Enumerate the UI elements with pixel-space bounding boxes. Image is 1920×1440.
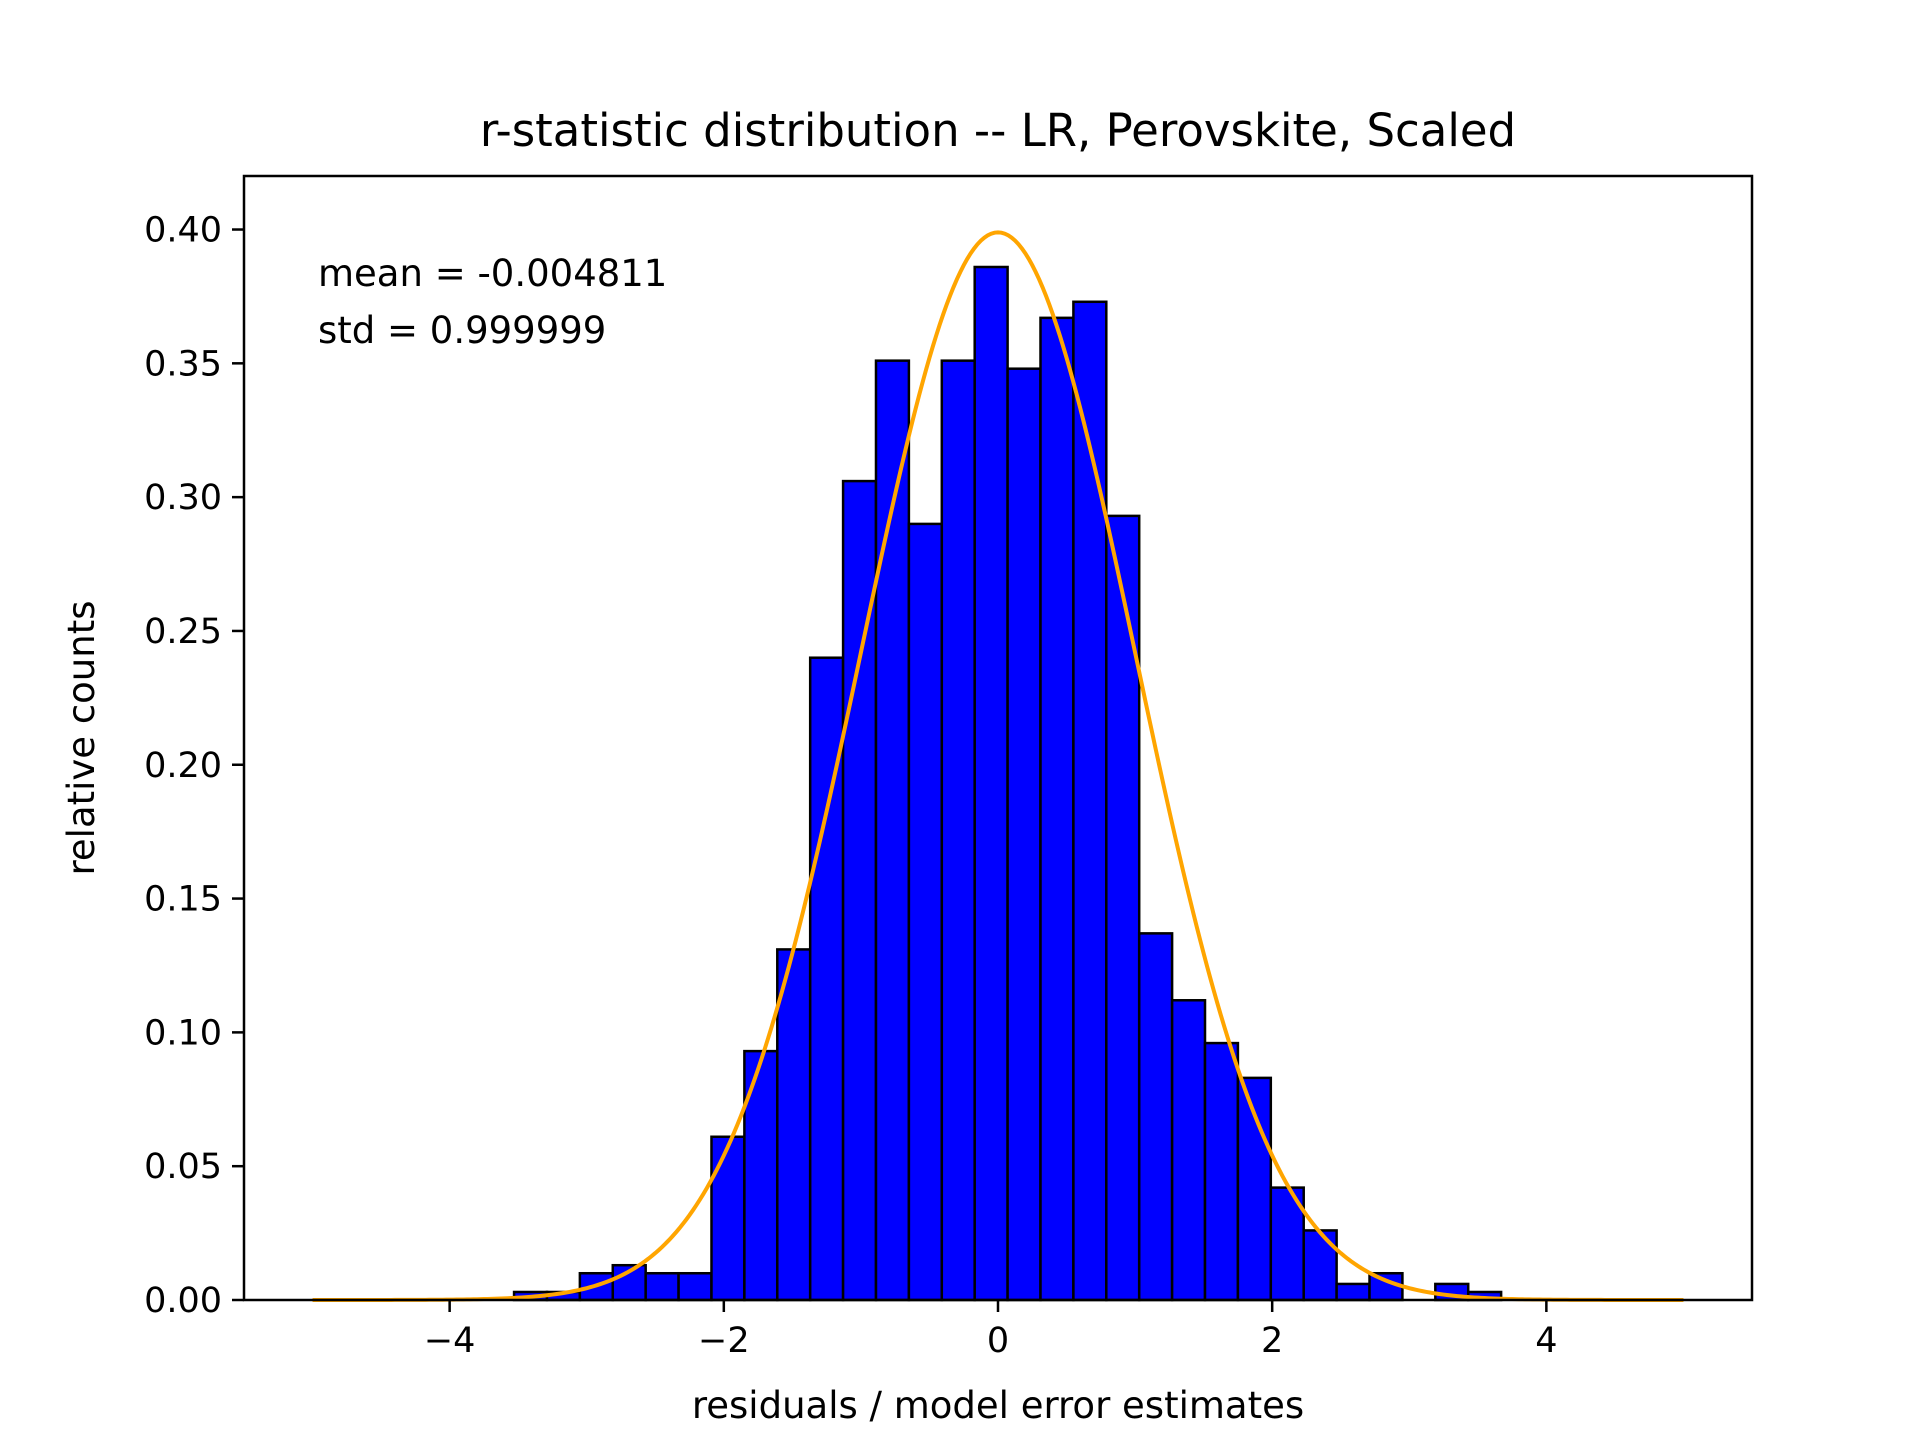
normal-fit-curve (312, 230, 1684, 1302)
histogram-bar (1039, 316, 1075, 1302)
histogram-bar (1203, 1041, 1240, 1302)
histogram-bar (907, 522, 944, 1302)
y-tick-label: 0.40 (144, 211, 222, 251)
histogram-bar (1170, 999, 1207, 1302)
x-axis-ticks: −4 −2 0 2 4 (424, 1300, 1558, 1361)
x-tick-label: 2 (1261, 1321, 1283, 1361)
histogram-bar (973, 265, 1009, 1302)
histogram-bar (776, 948, 812, 1302)
histogram-bar (1302, 1229, 1338, 1302)
histogram-bar (940, 359, 976, 1302)
y-axis-ticks: 0.00 0.05 0.10 0.15 0.20 0.25 0.30 0.35 0.40 (144, 211, 244, 1321)
histogram-bar (644, 1271, 680, 1302)
chart-title: r-statistic distribution -- LR, Perovski… (480, 104, 1516, 157)
std-annotation: std = 0.999999 (318, 309, 606, 352)
x-axis-label: residuals / model error estimates (692, 1384, 1304, 1427)
y-tick-label: 0.05 (144, 1147, 222, 1187)
y-tick-label: 0.20 (144, 746, 222, 786)
histogram-bar (1335, 1282, 1371, 1302)
histogram-bar (710, 1135, 746, 1302)
y-tick-label: 0.15 (144, 880, 222, 920)
histogram-bar (1006, 367, 1042, 1302)
histogram-bar (1137, 932, 1174, 1302)
histogram-bar (1105, 514, 1141, 1302)
y-tick-label: 0.30 (144, 478, 222, 518)
histogram-bar (874, 359, 911, 1302)
histogram-bar (677, 1271, 713, 1302)
x-tick-label: −2 (698, 1321, 750, 1361)
y-tick-label: 0.35 (144, 344, 222, 384)
bars-group (512, 265, 1503, 1302)
y-axis-label: relative counts (60, 601, 103, 876)
y-tick-label: 0.00 (144, 1281, 222, 1321)
x-tick-label: 4 (1535, 1321, 1557, 1361)
y-tick-label: 0.10 (144, 1013, 222, 1053)
y-tick-label: 0.25 (144, 612, 222, 652)
mean-annotation: mean = -0.004811 (318, 252, 667, 295)
x-tick-label: 0 (987, 1321, 1009, 1361)
x-tick-label: −4 (424, 1321, 476, 1361)
